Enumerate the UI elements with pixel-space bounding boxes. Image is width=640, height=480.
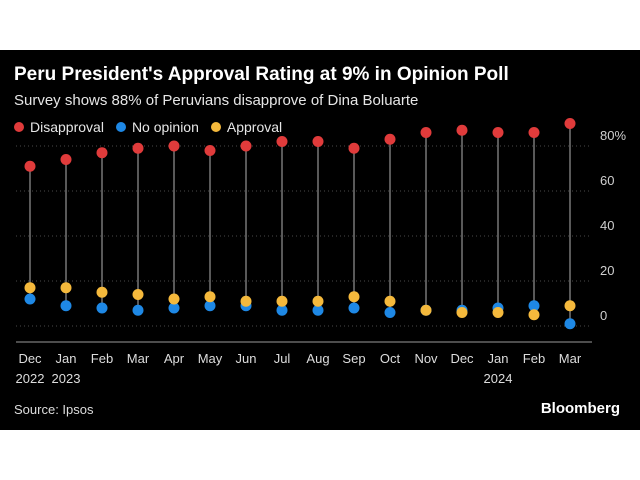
chart-title: Peru President's Approval Rating at 9% i…: [14, 64, 509, 85]
point-disapproval: [168, 140, 180, 152]
point-disapproval: [312, 136, 324, 147]
point-approval: [276, 295, 288, 307]
point-approval: [564, 300, 576, 312]
point-disapproval: [96, 147, 108, 159]
x-tick-label: Feb: [523, 351, 545, 366]
chart-plot: 0 20 40 60 80% Dec Jan Feb Mar Apr May Jun Jul Aug Sep…: [16, 118, 626, 386]
point-approval: [168, 293, 180, 305]
point-approval: [24, 282, 36, 294]
point-disapproval: [132, 142, 144, 154]
point-approval: [132, 289, 144, 300]
point-approval: [312, 295, 324, 307]
point-no-opinion: [204, 300, 216, 312]
point-disapproval: [24, 160, 36, 172]
point-no-opinion: [96, 302, 108, 314]
y-tick-label: 0: [600, 308, 607, 323]
point-no-opinion: [60, 300, 72, 312]
point-no-opinion: [384, 307, 396, 318]
chart-subtitle: Survey shows 88% of Peruvians disapprove…: [14, 92, 419, 109]
point-approval: [240, 295, 252, 307]
point-disapproval: [564, 118, 576, 129]
point-no-opinion: [24, 293, 36, 305]
legend-swatch: [210, 122, 221, 132]
x-tick-label: Sep: [342, 351, 365, 366]
point-disapproval: [528, 127, 540, 138]
legend-label: No opinion: [131, 119, 199, 135]
point-no-opinion: [348, 302, 360, 314]
point-disapproval: [456, 124, 468, 136]
year-label: 2024: [484, 371, 513, 386]
point-disapproval: [420, 127, 432, 138]
y-tick-label: 80%: [600, 128, 626, 143]
x-tick-label: Jan: [488, 351, 509, 366]
legend-item-no-opinion: No opinion: [115, 119, 199, 135]
legend-label: Approval: [226, 119, 283, 135]
legend-item-approval: Approval: [210, 119, 283, 135]
chart-panel: Peru President's Approval Rating at 9% i…: [0, 50, 640, 430]
x-tick-label: Jul: [274, 351, 291, 366]
point-approval: [60, 282, 72, 294]
point-approval: [384, 295, 396, 307]
point-approval: [420, 304, 432, 316]
source-note: Source: Ipsos: [14, 402, 94, 417]
point-disapproval: [204, 145, 216, 156]
year-label: 2022: [16, 371, 45, 386]
point-no-opinion: [564, 318, 576, 330]
point-disapproval: [60, 154, 72, 165]
x-tick-label: Oct: [380, 351, 401, 366]
point-disapproval: [492, 127, 504, 138]
x-tick-label: Apr: [164, 351, 185, 366]
x-tick-label: Nov: [414, 351, 438, 366]
legend-label: Disapproval: [30, 119, 104, 135]
legend-item-disapproval: Disapproval: [14, 119, 104, 135]
point-no-opinion: [312, 304, 324, 316]
year-label: 2023: [52, 371, 81, 386]
point-approval: [492, 307, 504, 318]
point-disapproval: [348, 142, 360, 154]
point-approval: [348, 291, 360, 303]
x-tick-label: May: [198, 351, 223, 366]
legend-swatch: [115, 122, 126, 132]
x-tick-label: Jun: [236, 351, 257, 366]
point-approval: [456, 307, 468, 318]
y-tick-label: 40: [600, 218, 614, 233]
y-tick-label: 20: [600, 263, 614, 278]
point-no-opinion: [276, 304, 288, 316]
x-tick-label: Feb: [91, 351, 113, 366]
point-disapproval: [276, 136, 288, 147]
x-tick-label: Mar: [127, 351, 150, 366]
point-no-opinion: [132, 304, 144, 316]
legend-swatch: [14, 122, 24, 132]
point-approval: [204, 291, 216, 303]
y-tick-label: 60: [600, 173, 614, 188]
point-disapproval: [240, 140, 252, 152]
x-tick-label: Mar: [559, 351, 582, 366]
brand-logo: Bloomberg: [540, 400, 620, 417]
legend: Disapproval No opinion Approval: [14, 119, 294, 135]
point-approval: [528, 309, 540, 321]
point-no-opinion: [168, 302, 180, 314]
x-tick-label: Jan: [56, 351, 77, 366]
x-tick-label: Dec: [450, 351, 474, 366]
point-approval: [96, 286, 108, 298]
x-tick-label: Dec: [18, 351, 42, 366]
point-disapproval: [384, 133, 396, 145]
point-no-opinion: [528, 300, 540, 312]
x-tick-label: Aug: [306, 351, 329, 366]
